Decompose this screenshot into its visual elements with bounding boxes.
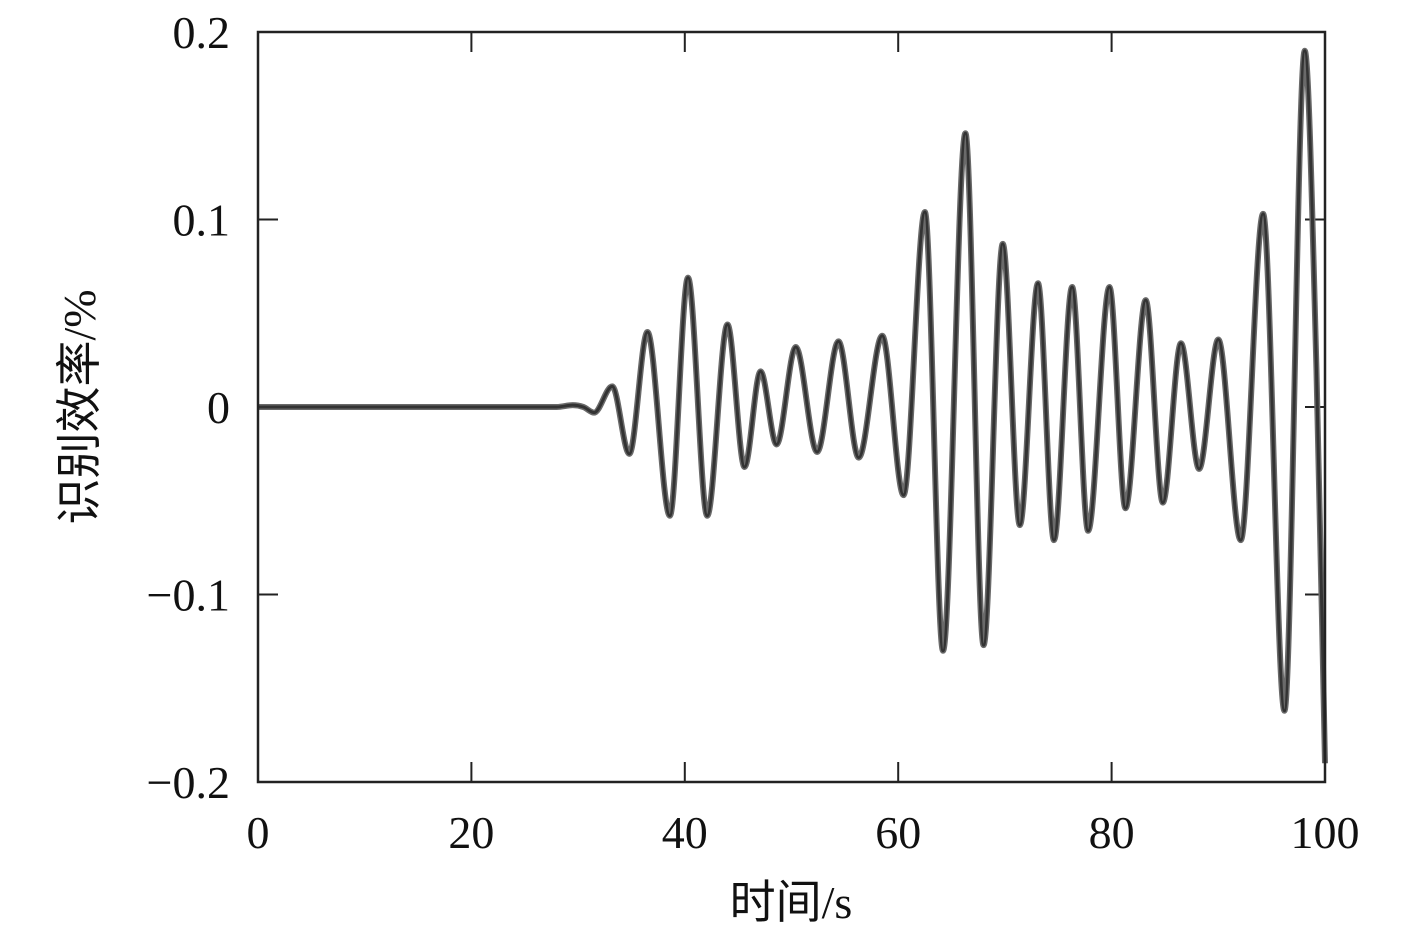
x-axis-ticks: 0 20 40 60 80 100 [247, 32, 1360, 858]
x-tick-label: 80 [1089, 807, 1135, 858]
series-line [257, 49, 1327, 764]
y-tick-label: −0.1 [147, 570, 230, 621]
y-tick-label: 0.1 [173, 195, 231, 246]
series-layer [257, 47, 1328, 764]
x-tick-label: 60 [875, 807, 921, 858]
x-tick-label: 0 [247, 807, 270, 858]
y-tick-label: −0.2 [147, 757, 230, 808]
y-tick-label: 0 [207, 382, 230, 433]
x-tick-label: 100 [1291, 807, 1360, 858]
x-axis-title: 时间/s [730, 877, 853, 928]
y-tick-label: 0.2 [173, 7, 231, 58]
y-axis-title: 识别效率/% [54, 289, 105, 524]
y-axis-ticks: 0.2 0.1 0 −0.1 −0.2 [147, 7, 1325, 808]
plot-frame [256, 30, 1327, 784]
x-tick-label: 20 [448, 807, 494, 858]
x-tick-label: 40 [662, 807, 708, 858]
